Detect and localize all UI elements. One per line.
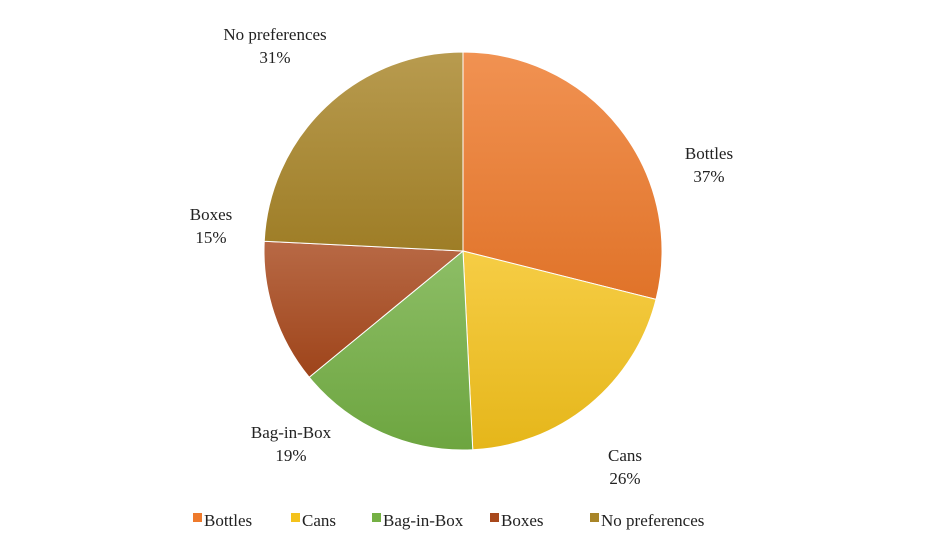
legend-item-cans: Cans <box>291 511 336 530</box>
legend-swatch <box>590 513 599 522</box>
slice-category-text: Boxes <box>190 205 233 224</box>
slice-percent-text: 26% <box>609 469 640 488</box>
slice-category-text: Cans <box>608 446 642 465</box>
legend-label: Bag-in-Box <box>383 511 464 530</box>
slice-category-text: Bag-in-Box <box>251 423 332 442</box>
slice-label-boxes: Boxes 15% <box>190 205 233 247</box>
legend-swatch <box>193 513 202 522</box>
legend-label: Bottles <box>204 511 252 530</box>
legend-swatch <box>372 513 381 522</box>
pie-slice-boxes <box>263 240 465 378</box>
legend-item-no-preferences: No preferences <box>590 511 704 530</box>
slice-category-text: No preferences <box>223 25 326 44</box>
pie-slice-bag-in-box <box>308 249 474 451</box>
legend-swatch <box>291 513 300 522</box>
slice-label-no-preferences: No preferences 31% <box>223 25 326 67</box>
legend-item-bag-in-box: Bag-in-Box <box>372 511 464 530</box>
legend-item-bottles: Bottles <box>193 511 252 530</box>
pie-slices <box>263 51 663 451</box>
slice-percent-text: 31% <box>259 48 290 67</box>
legend-label: Boxes <box>501 511 544 530</box>
legend-label: Cans <box>302 511 336 530</box>
slice-percent-text: 37% <box>693 167 724 186</box>
pie-slice-no-preferences <box>263 51 464 252</box>
slice-labels: Bottles 37% Cans 26% Bag-in-Box 19% Boxes 15% No… <box>190 25 733 488</box>
slice-percent-text: 15% <box>195 228 226 247</box>
legend-item-boxes: Boxes <box>490 511 544 530</box>
legend: Bottles Cans Bag-in-Box Boxes No preferences <box>193 511 704 530</box>
slice-label-bottles: Bottles 37% <box>685 144 733 186</box>
pie-slice-cans <box>462 250 657 451</box>
legend-swatch <box>490 513 499 522</box>
slice-label-bag-in-box: Bag-in-Box 19% <box>251 423 332 465</box>
slice-category-text: Bottles <box>685 144 733 163</box>
slice-label-cans: Cans 26% <box>608 446 642 488</box>
pie-slice-bottles <box>462 51 663 300</box>
legend-label: No preferences <box>601 511 704 530</box>
slice-percent-text: 19% <box>275 446 306 465</box>
